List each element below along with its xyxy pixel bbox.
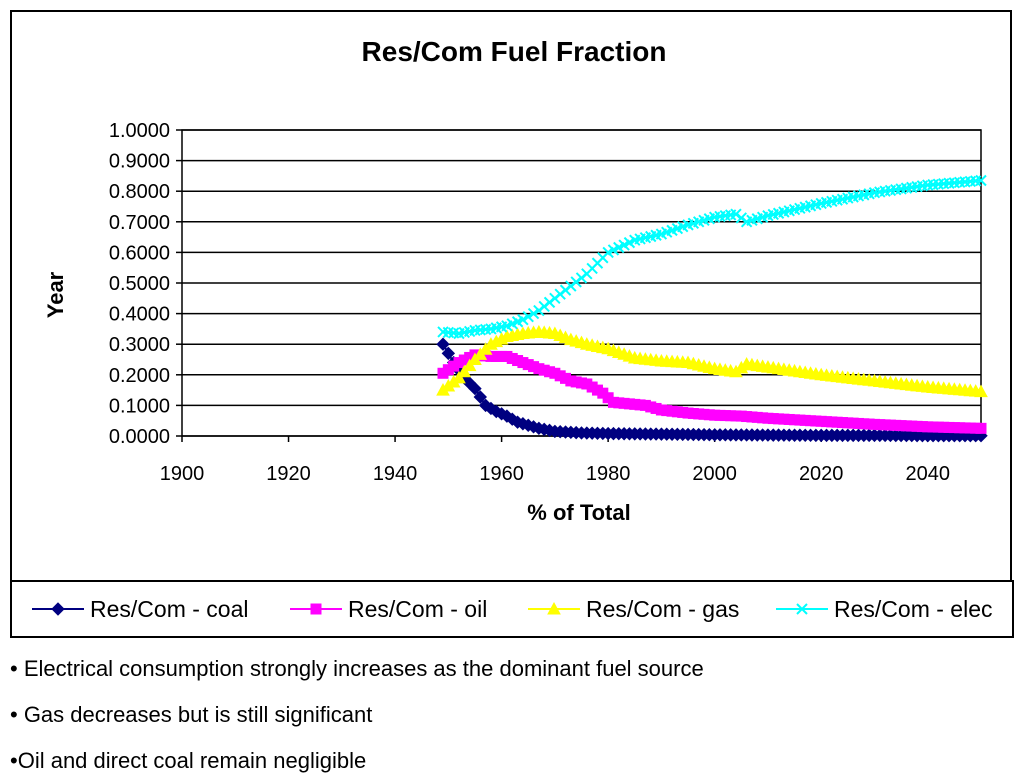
legend-swatch <box>290 603 342 615</box>
legend: Res/Com - coal Res/Com - oil Res/Com - gas… <box>10 580 1014 638</box>
legend-marker <box>796 603 808 615</box>
data-point <box>457 364 472 378</box>
x-tick-label: 1900 <box>160 463 205 485</box>
y-tick-label: 0.8000 <box>109 181 170 203</box>
y-axis-label: Year <box>43 271 68 318</box>
axes: 0.0000 0.1000 0.2000 0.3000 0.4000 0.5000 0.60… <box>109 120 982 485</box>
y-tick-label: 0.1000 <box>109 395 170 417</box>
data-point <box>436 337 450 351</box>
legend-item: Res/Com - gas <box>528 582 739 636</box>
y-tick-label: 0.9000 <box>109 151 170 173</box>
y-tick-label: 0.2000 <box>109 365 170 387</box>
line-chart: Res/Com Fuel Fraction Year % of Total 0.… <box>43 36 988 525</box>
series-coal <box>436 337 988 443</box>
series-elec <box>437 174 987 340</box>
y-tick-label: 0.5000 <box>109 273 170 295</box>
series-gas <box>436 324 988 398</box>
y-tick-label: 0.6000 <box>109 242 170 264</box>
data-point <box>517 314 529 326</box>
data-point <box>468 381 482 396</box>
data-point <box>452 370 466 384</box>
x-tick-label: 2020 <box>799 463 844 485</box>
series-lines <box>436 174 988 443</box>
x-tick-label: 1920 <box>266 463 311 485</box>
data-point <box>527 307 540 320</box>
legend-label: Res/Com - coal <box>90 595 249 622</box>
y-tick-label: 0.3000 <box>109 334 170 356</box>
y-tick-label: 0.4000 <box>109 304 170 326</box>
data-point <box>441 346 456 361</box>
x-axis-label: % of Total <box>527 500 630 525</box>
legend-label: Res/Com - oil <box>348 595 488 622</box>
data-point <box>522 310 534 323</box>
y-tick-label: 1.0000 <box>109 120 170 142</box>
legend-swatch <box>528 601 580 615</box>
data-point <box>730 208 742 220</box>
legend-marker <box>310 603 322 615</box>
legend-label: Res/Com - elec <box>834 595 993 622</box>
data-point <box>473 390 488 404</box>
data-point <box>975 422 987 434</box>
legend-swatch <box>32 602 84 616</box>
x-tick-label: 1940 <box>373 463 418 485</box>
data-point <box>462 358 477 372</box>
legend-item: Res/Com - oil <box>290 582 487 636</box>
x-tick-label: 2000 <box>692 463 737 485</box>
legend-label: Res/Com - gas <box>586 595 740 622</box>
gridlines <box>182 129 981 437</box>
legend-item: Res/Com - coal <box>32 582 248 636</box>
x-tick-label: 1980 <box>586 463 631 485</box>
data-point <box>974 384 988 398</box>
data-point <box>735 212 748 224</box>
series-line <box>442 179 982 335</box>
chart-frame: Res/Com Fuel Fraction Year % of Total 0.… <box>10 10 1014 638</box>
x-tick-label: 1960 <box>479 463 524 485</box>
legend-marker <box>51 602 65 616</box>
legend-marker <box>547 601 561 615</box>
data-point <box>975 174 987 187</box>
note-item: •Oil and direct coal remain negligible <box>10 748 367 773</box>
y-tick-label: 0.0000 <box>109 426 170 448</box>
series-oil <box>437 349 987 434</box>
legend-swatch <box>776 603 828 615</box>
note-item: • Electrical consumption strongly increa… <box>10 656 704 681</box>
chart-title: Res/Com Fuel Fraction <box>362 36 667 67</box>
notes: • Electrical consumption strongly increa… <box>10 646 1010 784</box>
x-tick-label: 2040 <box>905 463 950 485</box>
legend-item: Res/Com - elec <box>776 582 992 636</box>
note-item: • Gas decreases but is still significant <box>10 702 373 727</box>
y-tick-label: 0.7000 <box>109 212 170 234</box>
